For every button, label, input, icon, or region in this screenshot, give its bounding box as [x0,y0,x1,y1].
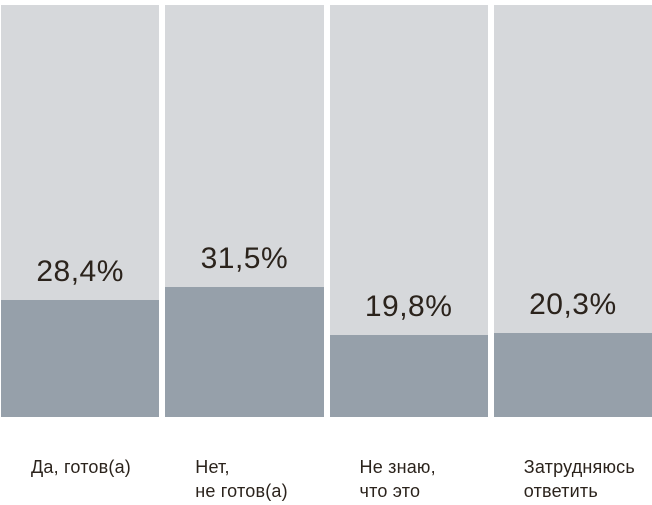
bar-column-4: 20,3% [493,5,652,417]
bar-fill [1,300,160,417]
category-label-2: Нет, не готов(а) [165,455,323,503]
category-label-4: Затрудняюсь ответить [494,455,652,503]
bar-fill [329,335,488,417]
category-label-3: Не знаю, что это [330,455,488,503]
bar-column-3: 19,8% [329,5,488,417]
category-label-line: Да, готов(а) [31,457,132,477]
category-label-line: Затрудняюсь [523,457,635,477]
bar-column-1: 28,4% [1,5,160,417]
category-label-line: что это [359,481,421,501]
bar-value-label: 20,3% [529,288,617,322]
bars-row: 28,4% 31,5% 19,8% 20,3% [1,5,652,417]
category-label-1: Да, готов(а) [1,455,159,503]
category-label-line: Не знаю, [359,457,436,477]
bar-column-2: 31,5% [165,5,324,417]
bar-value-label: 19,8% [364,290,453,324]
category-label-line: Нет, [195,457,230,477]
bar-value-label: 31,5% [200,242,289,276]
category-label-line: не готов(а) [195,481,288,501]
bar-fill [165,287,324,417]
category-label-line: ответить [523,481,598,501]
category-labels-row: Да, готов(а) Нет, не готов(а) Не знаю, что э… [1,455,652,503]
bar-value-label: 28,4% [36,255,124,288]
bar-fill [493,333,652,417]
